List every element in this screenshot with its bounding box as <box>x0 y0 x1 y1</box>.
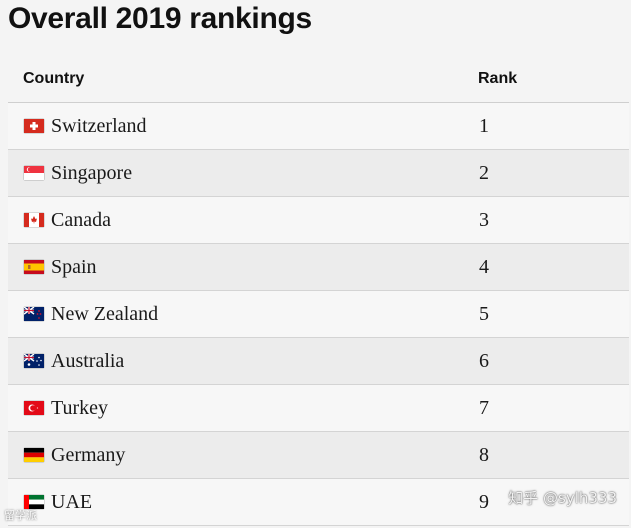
rankings-table: Country Rank Switzerland 1 Singapore 2 C… <box>8 56 629 526</box>
country-cell: Germany <box>8 444 479 467</box>
country-cell: Turkey <box>8 397 479 420</box>
country-name: Switzerland <box>51 114 147 137</box>
corner-watermark: 留学派 <box>4 509 37 522</box>
country-cell: Switzerland <box>8 115 479 138</box>
country-name: Spain <box>51 255 97 278</box>
country-name: Turkey <box>51 396 109 419</box>
table-row: Switzerland 1 <box>8 103 629 150</box>
rank-cell: 9 <box>479 490 489 513</box>
table-row: Spain 4 <box>8 244 629 291</box>
germany-flag-icon <box>24 448 44 462</box>
table-row: Turkey 7 <box>8 385 629 432</box>
zhihu-watermark: 知乎 @sylh333 <box>508 489 617 507</box>
turkey-flag-icon <box>24 401 44 415</box>
rank-column-header: Rank <box>478 70 518 87</box>
country-name: New Zealand <box>51 302 159 325</box>
country-cell: Singapore <box>8 162 479 185</box>
australia-flag-icon <box>24 354 44 368</box>
country-name: Canada <box>51 208 111 231</box>
rank-cell: 6 <box>479 349 489 372</box>
new-zealand-flag-icon <box>24 307 44 321</box>
rank-cell: 1 <box>479 114 489 137</box>
country-column-header: Country <box>23 70 85 87</box>
country-name: UAE <box>51 490 93 513</box>
rank-cell: 3 <box>479 208 489 231</box>
table-row: Singapore 2 <box>8 150 629 197</box>
rank-cell: 2 <box>479 161 489 184</box>
singapore-flag-icon <box>24 166 44 180</box>
country-name: Singapore <box>51 161 133 184</box>
country-cell: Canada <box>8 209 479 232</box>
spain-flag-icon <box>24 260 44 274</box>
switzerland-flag-icon <box>24 119 44 133</box>
country-cell: UAE <box>8 491 479 514</box>
table-row: UAE 9 <box>8 479 629 526</box>
canada-flag-icon <box>24 213 44 227</box>
country-cell: New Zealand <box>8 303 479 326</box>
rank-cell: 7 <box>479 396 489 419</box>
table-header: Country Rank <box>8 56 629 103</box>
country-cell: Spain <box>8 256 479 279</box>
rank-cell: 8 <box>479 443 489 466</box>
table-row: Canada 3 <box>8 197 629 244</box>
country-cell: Australia <box>8 350 479 373</box>
page-title: Overall 2019 rankings <box>8 2 312 35</box>
country-name: Germany <box>51 443 126 466</box>
country-name: Australia <box>51 349 125 372</box>
table-row: Germany 8 <box>8 432 629 479</box>
rank-cell: 4 <box>479 255 489 278</box>
uae-flag-icon <box>24 495 44 509</box>
table-row: Australia 6 <box>8 338 629 385</box>
rank-cell: 5 <box>479 302 489 325</box>
table-row: New Zealand 5 <box>8 291 629 338</box>
